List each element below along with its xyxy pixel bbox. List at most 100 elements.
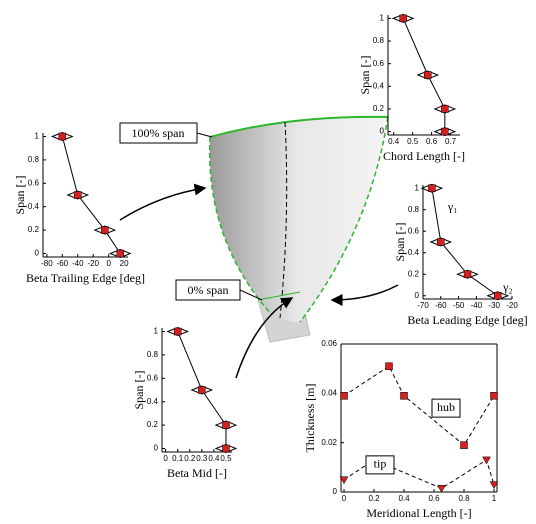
x-tick-label: 20: [120, 259, 129, 268]
y-axis-label: Span [-]: [132, 371, 146, 410]
y-tick-label: 0.8: [147, 350, 159, 359]
x-tick-label: 0.3: [196, 454, 208, 463]
x-tick-label: 0.6: [428, 494, 440, 503]
x-axis-label: Beta Trailing Edge [deg]: [26, 271, 145, 285]
marker: [386, 363, 393, 370]
y-tick-label: 0.6: [408, 226, 420, 235]
y-axis-label: Span [-]: [358, 56, 372, 95]
y-axis-label: Span [-]: [393, 223, 407, 262]
marker: [461, 442, 468, 449]
pointer: [197, 133, 212, 137]
x-axis-label: Beta Mid [-]: [167, 466, 227, 480]
marker: [483, 457, 491, 464]
y-tick-label: 0: [415, 291, 420, 300]
x-tick-label: -20: [506, 301, 518, 310]
x-tick-label: 0.4: [398, 494, 410, 503]
x-tick-label: -30: [488, 301, 500, 310]
x-tick-label: 0.5: [407, 137, 419, 146]
marker: [494, 292, 501, 299]
x-tick-label: 0.5: [220, 454, 232, 463]
x-tick-label: -60: [57, 259, 69, 268]
marker: [401, 392, 408, 399]
y-tick-label: 1: [154, 327, 159, 336]
annotation: γ₂: [502, 280, 512, 294]
series-line: [344, 366, 494, 445]
figure: 100% span 0% span 0.40.50.60.700.20.40.6…: [0, 0, 536, 524]
y-tick-label: 0.2: [28, 225, 40, 234]
marker: [491, 392, 498, 399]
y-tick-label: 0: [154, 444, 159, 453]
arrow: [120, 188, 205, 220]
marker: [59, 133, 66, 140]
marker: [441, 105, 448, 112]
y-tick-label: 0.8: [373, 36, 385, 45]
marker: [222, 445, 229, 452]
marker: [341, 392, 348, 399]
x-tick-label: 1: [492, 494, 497, 503]
y-tick-label: 0.8: [28, 155, 40, 164]
y-tick-label: 0: [333, 487, 338, 496]
marker: [222, 422, 229, 429]
x-tick-label: 0: [342, 494, 347, 503]
marker: [437, 239, 444, 246]
y-tick-label: 0.6: [147, 373, 159, 382]
y-tick-label: 0.4: [408, 248, 420, 257]
marker: [198, 387, 205, 394]
y-axis-label: Thickness [m]: [303, 384, 317, 453]
annotation: γ₁: [447, 199, 458, 213]
y-tick-label: 0.2: [408, 269, 420, 278]
y-tick-label: 0.2: [373, 104, 385, 113]
y-tick-label: 0: [35, 249, 40, 258]
x-tick-label: 0.2: [368, 494, 380, 503]
y-tick-label: 0: [380, 127, 385, 136]
x-tick-label: -60: [435, 301, 447, 310]
y-tick-label: 1: [380, 14, 385, 23]
y-tick-label: 0.4: [373, 81, 385, 90]
y-tick-label: 1: [35, 132, 40, 141]
x-axis-label: Chord Length [-]: [383, 149, 465, 163]
series-label: hub: [437, 400, 455, 414]
marker: [400, 15, 407, 22]
x-tick-label: -40: [72, 259, 84, 268]
x-tick-label: -70: [417, 301, 429, 310]
x-tick-label: 0: [106, 259, 111, 268]
y-tick-label: 0.6: [28, 178, 40, 187]
y-tick-label: 0.4: [147, 397, 159, 406]
marker: [428, 185, 435, 192]
span-label: 100% span: [132, 126, 185, 140]
arrow: [332, 285, 398, 300]
marker: [424, 72, 431, 79]
y-tick-label: 0.8: [408, 205, 420, 214]
x-tick-label: 0.8: [458, 494, 470, 503]
y-tick-label: 0.02: [321, 438, 337, 447]
marker: [438, 485, 446, 492]
y-tick-label: 0.6: [373, 59, 385, 68]
x-tick-label: 0.4: [208, 454, 220, 463]
x-axis-label: Meridional Length [-]: [366, 506, 471, 520]
x-axis-label: Beta Leading Edge [deg]: [407, 313, 527, 327]
x-tick-label: 0.4: [388, 137, 400, 146]
x-tick-label: 0.6: [426, 137, 438, 146]
x-tick-label: -80: [41, 259, 53, 268]
x-tick-label: 0.1: [172, 454, 184, 463]
x-tick-label: -50: [453, 301, 465, 310]
series-label: tip: [374, 457, 387, 471]
y-axis-label: Span [-]: [13, 176, 27, 215]
marker: [174, 328, 181, 335]
y-tick-label: 0.06: [321, 339, 337, 348]
x-tick-label: 0: [163, 454, 168, 463]
x-tick-label: 0.2: [184, 454, 196, 463]
y-tick-label: 0.04: [321, 388, 337, 397]
marker: [101, 227, 108, 234]
marker: [74, 192, 81, 199]
marker: [464, 271, 471, 278]
span-label: 0% span: [188, 283, 229, 297]
marker: [117, 250, 124, 257]
x-tick-label: -40: [471, 301, 483, 310]
y-tick-label: 1: [415, 183, 420, 192]
x-tick-label: 0.7: [445, 137, 457, 146]
y-tick-label: 0.2: [147, 420, 159, 429]
marker: [441, 128, 448, 135]
y-tick-label: 0.4: [28, 202, 40, 211]
x-tick-label: -20: [87, 259, 99, 268]
